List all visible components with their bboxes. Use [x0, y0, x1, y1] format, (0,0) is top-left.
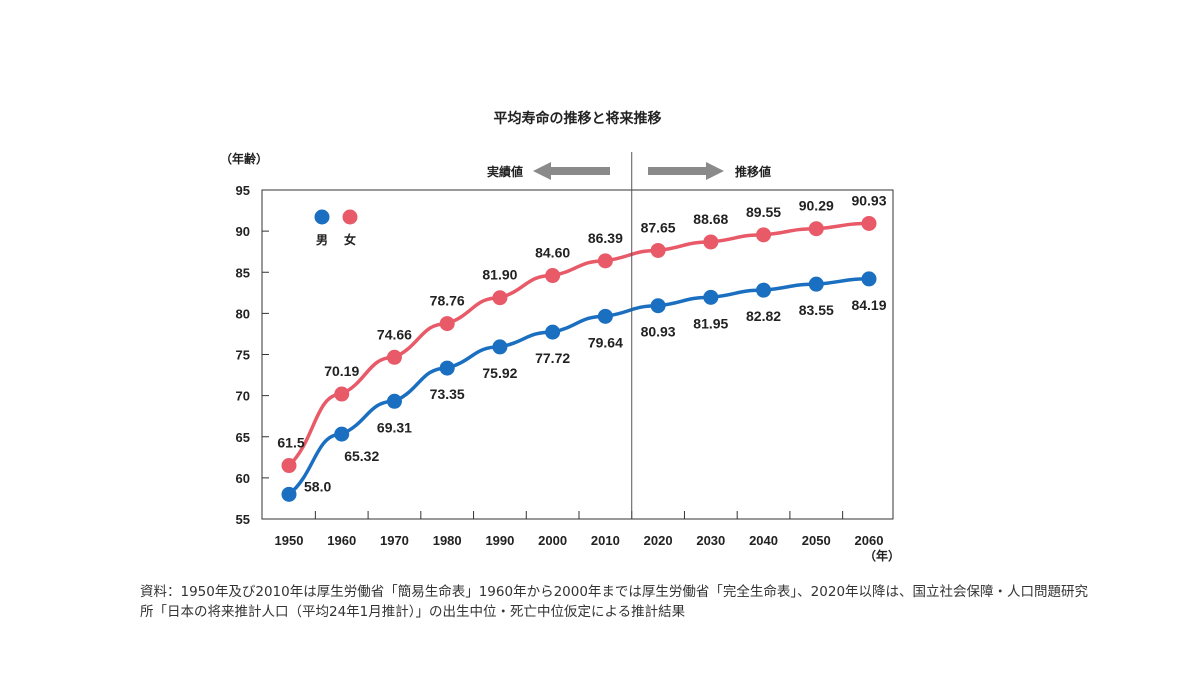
data-point-male: [386, 393, 402, 409]
data-point-male: [808, 276, 824, 292]
x-tick-label: 1960: [327, 533, 356, 548]
data-label-female: 61.5: [277, 435, 304, 451]
data-label-male: 84.19: [851, 297, 886, 313]
y-tick-label: 90: [236, 224, 250, 239]
legend-male-marker: [314, 209, 330, 225]
data-point-female: [334, 386, 350, 402]
data-point-male: [545, 324, 561, 340]
data-point-female: [808, 221, 824, 237]
data-point-female: [439, 316, 455, 332]
data-label-male: 80.93: [641, 324, 676, 340]
data-point-female: [756, 227, 772, 243]
data-label-female: 78.76: [430, 293, 465, 309]
source-note: 資料：1950年及び2010年は厚生労働省「簡易生命表」1960年から2000年…: [140, 584, 1089, 620]
y-tick-label: 60: [236, 471, 250, 486]
data-point-male: [650, 298, 666, 314]
data-label-female: 90.29: [799, 198, 834, 214]
data-label-female: 87.65: [641, 219, 676, 235]
data-label-male: 75.92: [482, 365, 517, 381]
data-point-male: [439, 360, 455, 376]
data-label-female: 81.90: [482, 267, 517, 283]
y-tick-label: 80: [236, 306, 250, 321]
x-tick-label: 2040: [749, 533, 778, 548]
data-label-male: 81.95: [693, 315, 728, 331]
x-axis-label: （年）: [864, 548, 900, 563]
y-axis-label: （年齢）: [220, 151, 268, 166]
data-point-male: [756, 282, 772, 298]
plot-frame: [261, 189, 894, 520]
y-tick-label: 65: [236, 430, 250, 445]
x-tick-label: 1950: [275, 533, 304, 548]
data-label-male: 65.32: [344, 448, 379, 464]
data-label-female: 86.39: [588, 230, 623, 246]
data-label-male: 83.55: [799, 302, 834, 318]
legend-female-marker: [342, 209, 358, 225]
x-tick-label: 1970: [380, 533, 409, 548]
data-point-female: [281, 458, 297, 474]
data-point-male: [597, 308, 613, 324]
y-tick-label: 85: [236, 265, 250, 280]
left-arrow-icon: [533, 162, 610, 180]
data-label-male: 82.82: [746, 308, 781, 324]
right-arrow-icon: [648, 162, 724, 180]
x-tick-label: 2000: [538, 533, 567, 548]
data-label-female: 84.60: [535, 245, 570, 261]
data-point-male: [492, 339, 508, 355]
data-point-male: [703, 289, 719, 305]
data-label-female: 88.68: [693, 211, 728, 227]
data-point-female: [545, 268, 561, 284]
data-point-female: [492, 290, 508, 306]
x-tick-label: 2060: [855, 533, 884, 548]
data-label-female: 90.93: [851, 192, 886, 208]
data-point-female: [650, 242, 666, 258]
data-label-female: 89.55: [746, 204, 781, 220]
data-point-female: [386, 349, 402, 365]
legend-female-label: 女: [344, 232, 356, 247]
y-tick-label: 70: [236, 389, 250, 404]
data-point-male: [334, 426, 350, 442]
data-point-female: [597, 253, 613, 269]
x-tick-label: 2020: [644, 533, 673, 548]
x-tick-label: 1990: [485, 533, 514, 548]
chart-title: 平均寿命の推移と将来推移: [493, 111, 662, 127]
data-label-male: 79.64: [588, 334, 623, 350]
data-point-male: [861, 271, 877, 287]
data-point-female: [861, 215, 877, 231]
actual-label: 実績値: [487, 164, 523, 179]
y-tick-label: 75: [236, 348, 250, 363]
y-tick-label: 55: [236, 512, 250, 527]
data-label-male: 69.31: [377, 419, 412, 435]
projection-label: 推移値: [735, 164, 771, 179]
data-point-female: [703, 234, 719, 250]
data-label-male: 77.72: [535, 350, 570, 366]
x-tick-label: 2030: [696, 533, 725, 548]
data-label-male: 58.0: [304, 478, 331, 494]
data-label-female: 74.66: [377, 326, 412, 342]
y-tick-label: 95: [236, 183, 250, 198]
x-tick-label: 2010: [591, 533, 620, 548]
data-label-male: 73.35: [430, 386, 465, 402]
x-tick-label: 2050: [802, 533, 831, 548]
data-point-male: [281, 486, 297, 502]
x-tick-label: 1980: [433, 533, 462, 548]
data-label-female: 70.19: [324, 363, 359, 379]
legend-male-label: 男: [316, 233, 328, 247]
